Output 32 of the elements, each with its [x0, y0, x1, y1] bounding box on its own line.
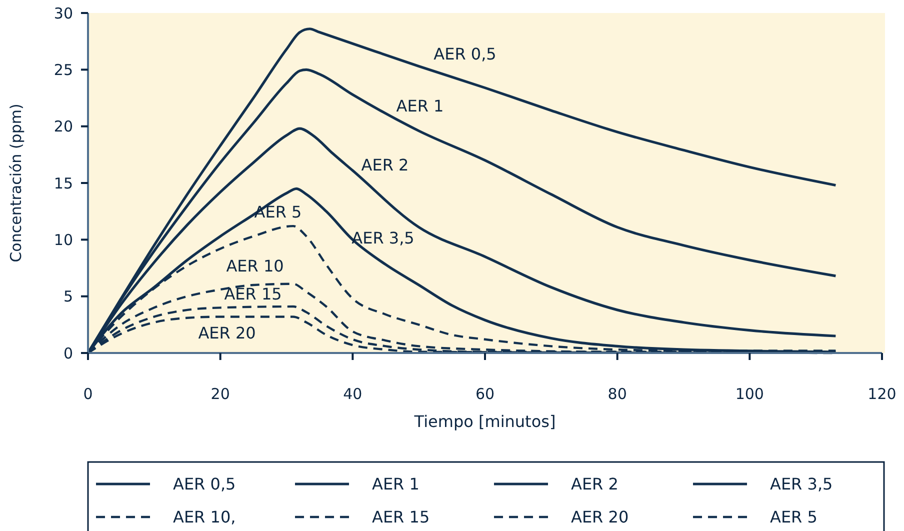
annotation: AER 0,5 — [434, 44, 496, 64]
annotation: AER 3,5 — [352, 228, 414, 248]
y-tick-label: 25 — [54, 60, 73, 79]
annotation: AER 20 — [198, 324, 256, 343]
y-tick-label: 30 — [54, 4, 73, 22]
x-tick-label: 20 — [210, 385, 230, 403]
legend-label: AER 15 — [372, 508, 430, 527]
annotation: AER 10 — [226, 256, 284, 276]
annotation: AER 15 — [224, 284, 282, 304]
y-tick-label: 10 — [54, 230, 73, 249]
legend-label: AER 1 — [372, 474, 420, 494]
y-tick-label: 20 — [54, 118, 73, 136]
legend-label: AER 10, — [173, 508, 236, 527]
annotation: AER 2 — [361, 156, 409, 175]
x-tick-label: 100 — [735, 385, 764, 403]
y-tick-label: 0 — [63, 344, 73, 362]
legend-label: AER 3,5 — [770, 474, 833, 494]
y-tick-label: 5 — [63, 288, 73, 306]
y-tick-label: 15 — [54, 174, 73, 192]
x-tick-label: 120 — [868, 385, 896, 403]
annotation: AER 5 — [254, 202, 302, 222]
x-tick-label: 40 — [343, 385, 362, 403]
x-tick-label: 60 — [475, 385, 495, 403]
y-axis-title: Concentración (ppm) — [7, 104, 25, 262]
legend-label: AER 5 — [770, 508, 818, 527]
legend-label: AER 2 — [571, 474, 618, 494]
annotation: AER 1 — [396, 96, 444, 116]
x-tick-label: 80 — [608, 385, 627, 403]
x-tick-label: 0 — [83, 385, 93, 403]
legend-label: AER 0,5 — [173, 474, 236, 494]
legend-label: AER 20 — [571, 508, 629, 527]
x-axis-title: Tiempo [minutos] — [413, 412, 556, 431]
